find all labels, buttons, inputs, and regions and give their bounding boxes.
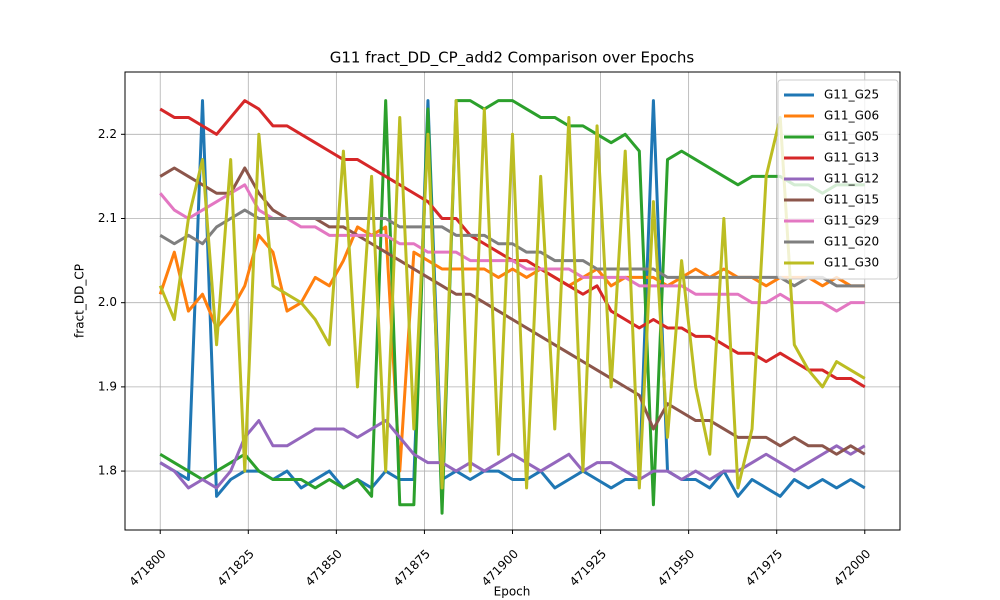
legend-box [777,79,899,280]
legend-label: G11_G15 [824,193,879,207]
series-line [159,419,866,490]
legend-label: G11_G13 [824,151,879,165]
x-axis-label: Epoch [494,585,531,599]
x-tick-label: 472000 [831,547,873,589]
x-tick-label: 471875 [391,547,433,589]
y-tick-label: 2.2 [98,127,117,141]
y-tick-label: 1.8 [98,464,117,478]
x-tick-label: 471975 [743,547,785,589]
legend-label: G11_G12 [824,172,879,186]
legend-label: G11_G25 [824,88,879,102]
legend-label: G11_G06 [824,109,879,123]
x-tick-label: 471825 [215,547,257,589]
plot-frame [124,71,901,531]
chart-title: G11 fract_DD_CP_add2 Comparison over Epo… [330,49,695,68]
series-line [159,166,866,456]
series-line [159,99,866,498]
x-tick-label: 471800 [127,547,169,589]
x-tick-label: 471925 [567,547,609,589]
legend-label: G11_G20 [824,235,879,249]
y-axis-label: fract_DD_CP [73,264,87,338]
x-tick-label: 471950 [655,547,697,589]
series-line [158,99,866,490]
x-tick-label: 471900 [479,547,521,589]
legend: G11_G25 G11_G06 G11_G05 G11_G13 G11_G12 G11_G… [777,79,899,280]
x-tick-label: 471850 [303,547,345,589]
legend-label: G11_G29 [824,214,879,228]
series-line [159,99,865,515]
y-tick-label: 2.0 [98,295,117,309]
series-line [159,208,865,288]
y-tick-label: 1.9 [98,379,117,393]
legend-label: G11_G30 [824,256,879,270]
y-tick-label: 2.1 [98,211,117,225]
legend-label: G11_G05 [824,130,879,144]
